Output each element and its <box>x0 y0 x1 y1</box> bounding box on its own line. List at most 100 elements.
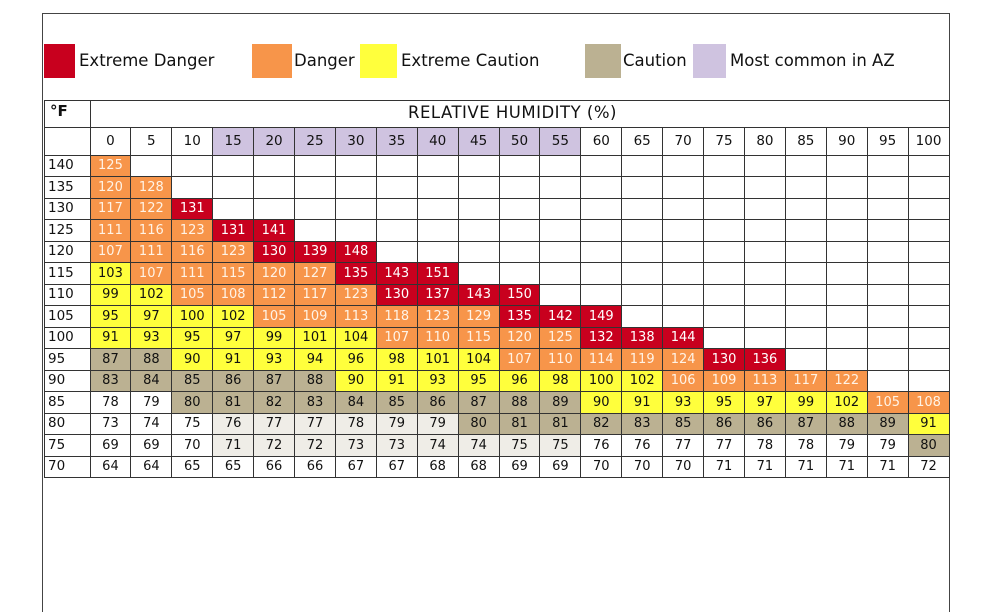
heat-index-cell <box>580 219 622 241</box>
heat-index-cell <box>621 176 663 198</box>
heat-index-cell <box>130 155 172 177</box>
heat-index-cell: 94 <box>294 348 336 370</box>
grid-line-v <box>212 127 214 478</box>
humidity-header-55: 55 <box>539 127 581 155</box>
heat-index-cell: 98 <box>539 370 581 392</box>
grid-line-v <box>662 127 664 478</box>
heat-index-cell <box>867 198 909 220</box>
heat-index-cell <box>662 176 704 198</box>
heat-index-cell: 103 <box>90 262 131 284</box>
heat-index-cell: 98 <box>376 348 418 370</box>
heat-index-cell: 110 <box>539 348 581 370</box>
heat-index-cell: 91 <box>376 370 418 392</box>
heat-index-cell <box>785 198 827 220</box>
humidity-header-80: 80 <box>744 127 786 155</box>
heat-index-cell: 101 <box>294 327 336 349</box>
legend-swatch-danger <box>252 44 292 78</box>
legend-label-danger: Danger <box>294 51 355 70</box>
heat-index-cell: 90 <box>580 391 622 413</box>
heat-index-cell <box>785 284 827 306</box>
heat-index-cell: 64 <box>90 456 131 478</box>
heat-index-cell: 141 <box>253 219 295 241</box>
heat-index-cell: 135 <box>499 305 540 327</box>
heat-index-cell: 83 <box>294 391 336 413</box>
heat-index-cell: 77 <box>662 434 704 456</box>
grid-line-h <box>44 348 949 349</box>
heat-index-cell <box>703 327 745 349</box>
temperature-label-90: 90 <box>48 372 66 388</box>
heat-index-cell <box>294 198 336 220</box>
heat-index-cell <box>417 176 459 198</box>
humidity-header-70: 70 <box>662 127 704 155</box>
heat-index-cell: 123 <box>417 305 459 327</box>
heat-index-cell <box>703 155 745 177</box>
heat-index-cell <box>785 241 827 263</box>
heat-index-cell <box>826 241 868 263</box>
chart-frame <box>42 13 950 612</box>
legend-label-extreme-caution: Extreme Caution <box>401 51 540 70</box>
heat-index-cell <box>171 155 213 177</box>
temperature-label-80: 80 <box>48 415 66 431</box>
heat-index-cell: 96 <box>499 370 540 392</box>
heat-index-cell <box>458 155 500 177</box>
heat-index-cell: 88 <box>499 391 540 413</box>
heat-index-cell: 83 <box>90 370 131 392</box>
humidity-header-65: 65 <box>621 127 663 155</box>
heat-index-cell: 122 <box>826 370 868 392</box>
heat-index-cell: 64 <box>130 456 172 478</box>
temperature-label-110: 110 <box>48 286 74 302</box>
heat-index-cell <box>580 284 622 306</box>
grid-line-h <box>44 391 949 392</box>
heat-index-cell <box>376 176 418 198</box>
humidity-header-85: 85 <box>785 127 827 155</box>
heat-index-cell: 101 <box>417 348 459 370</box>
grid-line-h <box>44 412 949 414</box>
heat-index-cell: 81 <box>499 413 540 435</box>
grid-line-v <box>294 127 296 478</box>
heat-index-cell: 106 <box>662 370 704 392</box>
heat-index-cell: 78 <box>90 391 131 413</box>
heat-index-cell <box>826 284 868 306</box>
heat-index-cell: 100 <box>171 305 213 327</box>
heat-index-cell: 73 <box>376 434 418 456</box>
heat-index-cell <box>539 241 581 263</box>
heat-index-cell: 93 <box>253 348 295 370</box>
grid-line-v <box>130 127 132 478</box>
heat-index-cell <box>826 327 868 349</box>
grid-line-h <box>44 283 949 285</box>
heat-index-cell: 85 <box>662 413 704 435</box>
heat-index-cell: 77 <box>253 413 295 435</box>
grid-line-h <box>44 305 949 306</box>
heat-index-cell <box>335 176 377 198</box>
heat-index-cell <box>908 176 949 198</box>
heat-index-cell <box>867 370 909 392</box>
heat-index-cell: 77 <box>294 413 336 435</box>
heat-index-cell <box>335 198 377 220</box>
heat-index-cell: 89 <box>539 391 581 413</box>
heat-index-cell: 104 <box>458 348 500 370</box>
heat-index-cell: 71 <box>212 434 254 456</box>
heat-index-cell: 120 <box>253 262 295 284</box>
heat-index-cell <box>744 327 786 349</box>
heat-index-cell <box>744 176 786 198</box>
grid-line-h <box>44 176 949 177</box>
grid-line-v <box>907 127 909 478</box>
heat-index-cell <box>785 176 827 198</box>
heat-index-cell <box>867 241 909 263</box>
temperature-label-100: 100 <box>48 329 74 345</box>
legend-swatch-most-common <box>693 44 726 78</box>
heat-index-cell <box>539 176 581 198</box>
heat-index-cell: 142 <box>539 305 581 327</box>
heat-index-cell: 72 <box>253 434 295 456</box>
heat-index-cell <box>499 219 540 241</box>
heat-index-cell <box>826 219 868 241</box>
heat-index-cell: 88 <box>826 413 868 435</box>
heat-index-cell: 69 <box>499 456 540 478</box>
grid-line-v <box>498 127 500 478</box>
heat-index-cell <box>826 176 868 198</box>
heat-index-cell: 75 <box>539 434 581 456</box>
heat-index-cell: 100 <box>580 370 622 392</box>
heat-index-cell: 112 <box>253 284 295 306</box>
heat-index-cell: 102 <box>130 284 172 306</box>
